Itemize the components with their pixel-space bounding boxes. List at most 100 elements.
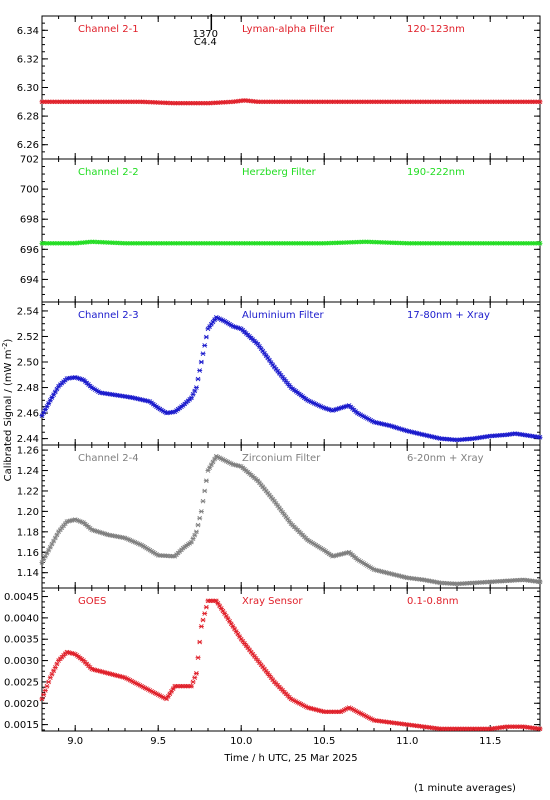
- band-label: 6-20nm + Xray: [407, 453, 484, 464]
- data-point: [270, 362, 276, 368]
- data-point: [49, 671, 55, 677]
- data-point: [203, 334, 209, 340]
- data-point: [207, 324, 213, 329]
- averaging-note: (1 minute averages): [414, 783, 516, 794]
- y-tick-label: 2.46: [17, 409, 39, 420]
- data-point: [537, 435, 543, 440]
- data-point: [47, 397, 53, 403]
- y-tick-label: 1.14: [17, 568, 39, 579]
- x-tick-label: 10.0: [230, 736, 252, 747]
- data-point: [52, 389, 58, 395]
- data-point: [215, 601, 221, 606]
- data-point: [52, 535, 58, 541]
- data-point: [192, 388, 198, 394]
- series-2: [39, 239, 543, 246]
- y-tick-label: 1.24: [17, 466, 39, 477]
- band-label: 0.1-0.8nm: [407, 596, 459, 607]
- x-tick-label: 10.5: [313, 736, 335, 747]
- data-point: [49, 541, 55, 547]
- data-point: [188, 683, 194, 689]
- panel-3: 2.44 2.46 2.48 2.50 2.52 2.54 Channel 2-3 Alumi…: [17, 301, 543, 446]
- data-point: [266, 357, 272, 363]
- data-point: [51, 538, 57, 544]
- data-point: [164, 696, 169, 702]
- data-point: [170, 686, 176, 692]
- y-tick-label: 0.0025: [4, 677, 39, 688]
- panel-frame: [41, 587, 541, 732]
- data-point: [44, 683, 50, 689]
- data-point: [208, 321, 214, 327]
- y-tick-label: 0.0020: [4, 699, 39, 710]
- x-tick-label: 11.0: [396, 736, 418, 747]
- y-tick-label: 1.18: [17, 527, 39, 538]
- data-point: [202, 611, 208, 616]
- data-point: [227, 618, 233, 624]
- filter-label: Aluminium Filter: [242, 310, 325, 321]
- y-tick-label: 6.30: [17, 83, 39, 94]
- data-point: [213, 598, 219, 604]
- x-axis: 9.0 9.5 10.0 10.5 11.0 11.5: [67, 736, 501, 747]
- data-point: [195, 522, 201, 528]
- data-point: [47, 544, 53, 550]
- data-point: [228, 621, 234, 627]
- data-point: [44, 550, 50, 556]
- data-point: [39, 560, 45, 565]
- data-point: [207, 465, 213, 470]
- data-point: [537, 240, 543, 246]
- series-5: [39, 598, 543, 732]
- filter-label: Herzberg Filter: [242, 167, 317, 178]
- data-point: [223, 613, 229, 619]
- data-point: [237, 634, 243, 639]
- data-point: [261, 351, 267, 356]
- panel-4: 1.14 1.16 1.18 1.20 1.22 1.24 1.26 Channel 2-4 Z…: [17, 444, 543, 589]
- data-point: [197, 639, 203, 645]
- channel-label: Channel 2-1: [78, 24, 139, 35]
- y-tick-label: 2.48: [17, 383, 39, 394]
- band-label: 190-222nm: [407, 167, 465, 178]
- y-tick-label: 1.20: [17, 507, 39, 518]
- y-tick-label: 1.26: [17, 446, 39, 457]
- y-tick-label: 2.50: [17, 358, 39, 369]
- data-point: [205, 468, 211, 473]
- panels-group: 6.26 6.28 6.30 6.32 6.34 Channel 2-1 Lyman-alp…: [4, 15, 543, 732]
- data-point: [230, 624, 236, 629]
- y-tick-label: 6.28: [17, 112, 39, 123]
- channel-label: Channel 2-4: [78, 453, 139, 464]
- data-point: [222, 611, 228, 616]
- data-point: [220, 608, 226, 614]
- x-axis-title: Time / h UTC, 25 Mar 2025: [223, 753, 357, 764]
- data-point: [47, 675, 53, 680]
- data-point: [197, 515, 203, 521]
- y-axis-title-main: Calibrated Signal / (mW m: [3, 350, 14, 482]
- data-point: [46, 547, 52, 553]
- panel-frame: [41, 15, 541, 160]
- data-point: [190, 679, 196, 685]
- panel-5: 0.0015 0.0020 0.0025 0.0030 0.0035 0.0040 0.00…: [4, 587, 543, 732]
- data-point: [193, 385, 199, 390]
- data-point: [193, 529, 199, 535]
- data-point: [208, 462, 214, 468]
- data-point: [165, 694, 171, 699]
- data-point: [44, 404, 50, 409]
- series-3: [39, 315, 543, 443]
- data-point: [193, 671, 199, 676]
- data-point: [218, 606, 224, 611]
- data-point: [168, 688, 174, 694]
- data-point: [203, 478, 209, 484]
- data-point: [198, 624, 204, 629]
- y-tick-label: 6.34: [17, 26, 39, 37]
- data-point: [537, 99, 543, 105]
- filter-label: Zirconium Filter: [242, 453, 321, 464]
- data-point: [195, 376, 201, 382]
- data-point: [537, 726, 543, 732]
- data-point: [232, 626, 238, 632]
- data-point: [198, 509, 204, 514]
- y-tick-label: 1.22: [17, 486, 39, 497]
- data-point: [233, 629, 239, 634]
- x-tick-label: 9.5: [150, 736, 166, 747]
- panel-frame: [41, 444, 541, 589]
- data-point: [188, 395, 194, 401]
